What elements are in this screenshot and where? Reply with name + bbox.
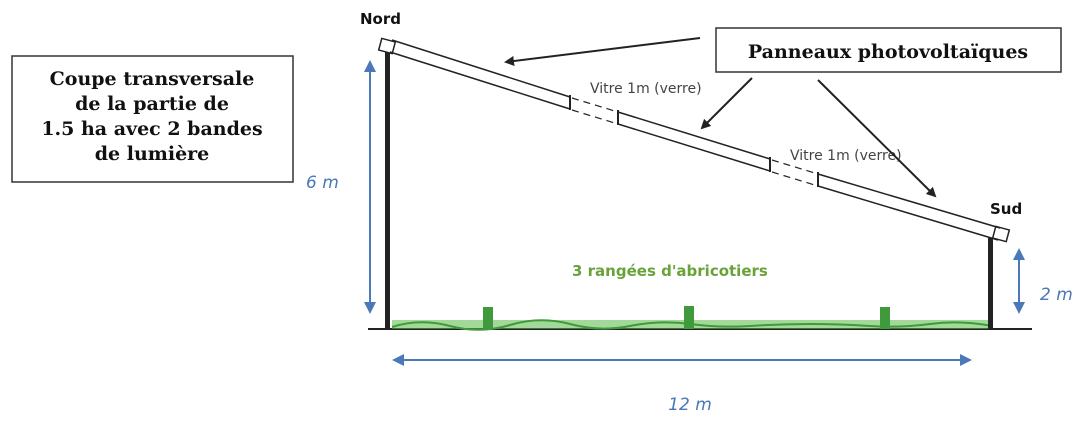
tree-trunk bbox=[684, 306, 694, 329]
panel-roof bbox=[377, 37, 1011, 243]
caption-line: 1.5 ha avec 2 bandes bbox=[41, 118, 262, 140]
caption-box: Coupe transversale de la partie de 1.5 h… bbox=[11, 55, 294, 183]
width-label: 12 m bbox=[668, 395, 712, 415]
south-post bbox=[988, 238, 993, 330]
panels-label: Panneaux photovoltaïques bbox=[748, 41, 1028, 63]
glass-label-1: Vitre 1m (verre) bbox=[590, 81, 702, 97]
height-right-label: 2 m bbox=[1040, 285, 1073, 305]
panels-arrow-middle bbox=[700, 77, 753, 130]
caption-line: de la partie de bbox=[75, 93, 229, 115]
glass-label-2: Vitre 1m (verre) bbox=[790, 148, 902, 164]
panels-arrow-left bbox=[504, 37, 701, 66]
height-left-label: 6 m bbox=[306, 173, 339, 193]
panels-arrow-right bbox=[817, 79, 937, 198]
south-label: Sud bbox=[990, 200, 1022, 218]
north-label: Nord bbox=[360, 10, 401, 28]
north-post bbox=[385, 50, 390, 330]
panels-label-box: Panneaux photovoltaïques bbox=[715, 27, 1062, 73]
caption-line: de lumière bbox=[95, 143, 210, 165]
caption-line: Coupe transversale bbox=[50, 68, 255, 90]
tree-trunk bbox=[880, 307, 890, 329]
tree-trunk bbox=[483, 307, 493, 329]
trees-label: 3 rangées d'abricotiers bbox=[572, 262, 768, 280]
